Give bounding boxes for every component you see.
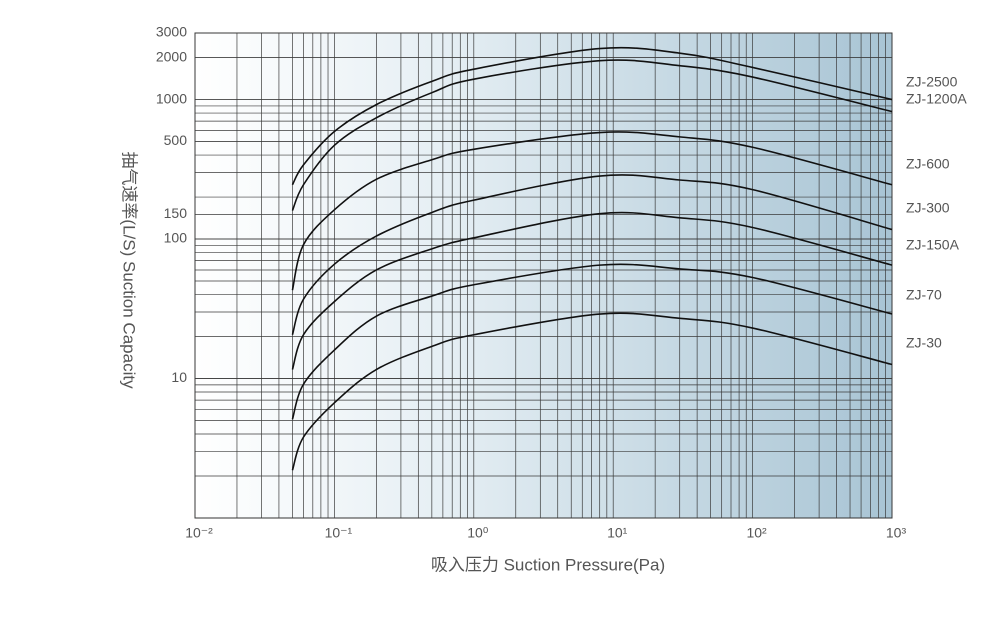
curve [291, 263, 893, 420]
x-tick-label: 10¹ [607, 525, 628, 541]
curve [291, 131, 893, 291]
curve [291, 174, 893, 335]
x-tick-label: 10⁰ [467, 525, 489, 541]
curve [291, 46, 893, 186]
y-tick-label: 2000 [156, 48, 187, 64]
y-tick-label: 1000 [156, 90, 187, 106]
series-label: ZJ-300 [906, 200, 950, 216]
y-tick-label: 500 [164, 132, 188, 148]
x-tick-label: 10⁻² [185, 525, 213, 541]
x-tick-label: 10³ [886, 525, 907, 541]
y-axis-label: 抽气速率(L/S) Suction Capacity [120, 151, 139, 389]
curve [291, 312, 893, 471]
series-label: ZJ-1200A [906, 91, 967, 107]
series-label: ZJ-30 [906, 335, 942, 351]
series-label: ZJ-2500 [906, 74, 958, 90]
x-tick-label: 10² [746, 525, 767, 541]
x-tick-label: 10⁻¹ [325, 525, 353, 541]
x-axis-label: 吸入压力 Suction Pressure(Pa) [431, 555, 665, 574]
y-tick-label: 10 [171, 369, 187, 385]
curve [291, 59, 893, 211]
series-label: ZJ-150A [906, 237, 960, 253]
y-tick-label: 3000 [156, 24, 187, 40]
series-label: ZJ-70 [906, 287, 942, 303]
y-tick-label: 150 [164, 205, 188, 221]
y-tick-label: 100 [164, 230, 188, 246]
series-label: ZJ-600 [906, 156, 950, 172]
curve [291, 211, 893, 370]
plot-area [194, 32, 893, 519]
